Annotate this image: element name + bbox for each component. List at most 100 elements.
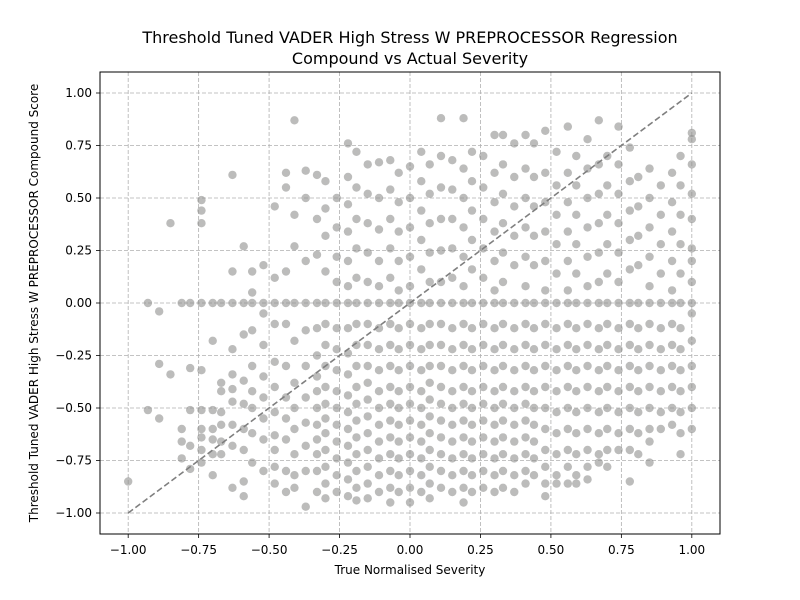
scatter-point [394, 487, 403, 497]
scatter-point [687, 424, 697, 434]
scatter-point [467, 471, 477, 480]
scatter-point [216, 387, 226, 396]
scatter-point [614, 429, 623, 438]
scatter-point [290, 336, 299, 345]
scatter-point [216, 298, 226, 308]
scatter-point [625, 298, 635, 308]
scatter-point [563, 256, 573, 266]
scatter-point [301, 298, 310, 308]
scatter-point [321, 462, 330, 471]
scatter-point [436, 246, 446, 255]
scatter-point [583, 164, 592, 173]
scatter-point [510, 231, 519, 240]
scatter-point [363, 445, 372, 455]
scatter-point [479, 273, 488, 282]
scatter-point [386, 483, 395, 492]
scatter-point [614, 160, 623, 169]
scatter-point [552, 450, 561, 459]
scatter-point [676, 324, 685, 333]
scatter-point [290, 424, 299, 434]
scatter-point [467, 437, 477, 446]
scatter-point [417, 147, 426, 156]
scatter-point [425, 298, 434, 308]
scatter-point [405, 433, 415, 442]
scatter-point [394, 471, 403, 480]
scatter-point [363, 160, 372, 169]
scatter-point [332, 471, 341, 480]
scatter-point [490, 403, 499, 413]
scatter-point [312, 214, 322, 224]
scatter-point [363, 340, 372, 350]
scatter-point [467, 420, 477, 429]
scatter-point [490, 198, 499, 207]
scatter-point [321, 319, 330, 329]
scatter-point [479, 319, 488, 329]
scatter-point [490, 454, 499, 463]
scatter-point [498, 382, 508, 392]
scatter-point [374, 487, 384, 497]
scatter-point [417, 387, 426, 396]
scatter-point [552, 479, 561, 488]
scatter-point [552, 345, 561, 354]
scatter-point [270, 202, 279, 211]
scatter-point [563, 286, 573, 295]
scatter-point [177, 424, 186, 434]
scatter-point [405, 223, 415, 232]
scatter-point [436, 466, 446, 476]
scatter-point [352, 450, 361, 459]
scatter-point [667, 168, 677, 177]
scatter-point [228, 170, 237, 180]
scatter-point [572, 345, 581, 354]
scatter-point [352, 382, 361, 392]
scatter-point [405, 319, 415, 329]
scatter-point [394, 324, 403, 333]
scatter-point [405, 361, 415, 371]
scatter-point [541, 361, 550, 371]
scatter-point [563, 198, 573, 207]
x-tick-label: 0.75 [608, 543, 635, 557]
scatter-point [552, 298, 561, 308]
scatter-point [386, 466, 395, 476]
scatter-point [405, 399, 415, 408]
scatter-point [363, 412, 372, 421]
scatter-point [594, 116, 604, 125]
scatter-point [343, 282, 353, 291]
scatter-point [425, 494, 434, 503]
scatter-point [479, 399, 488, 408]
scatter-point [529, 324, 539, 333]
scatter-point [521, 340, 530, 350]
scatter-point [479, 214, 488, 224]
scatter-point [332, 223, 341, 232]
scatter-point [436, 183, 446, 192]
scatter-point [634, 387, 643, 396]
scatter-point [270, 298, 279, 308]
scatter-point [343, 298, 353, 308]
scatter-point [479, 361, 488, 371]
scatter-point [352, 496, 361, 505]
scatter-point [645, 223, 654, 232]
scatter-point [394, 256, 403, 266]
scatter-point [521, 479, 530, 488]
scatter-point [645, 298, 654, 308]
scatter-point [594, 324, 604, 333]
scatter-point [459, 466, 468, 476]
scatter-point [521, 361, 530, 371]
scatter-point [594, 345, 604, 354]
scatter-point [436, 298, 446, 308]
scatter-point [510, 324, 519, 333]
scatter-point [625, 361, 635, 371]
scatter-point [197, 458, 206, 467]
scatter-point [459, 433, 468, 442]
y-tick-label: −0.50 [55, 401, 92, 415]
scatter-point [552, 324, 561, 333]
scatter-point [425, 378, 434, 387]
scatter-point [634, 261, 643, 270]
scatter-point [603, 382, 612, 392]
scatter-point [448, 387, 457, 396]
scatter-point [614, 189, 623, 198]
scatter-point [394, 345, 403, 354]
scatter-point [541, 168, 550, 177]
scatter-point [405, 498, 415, 507]
scatter-point [667, 382, 677, 392]
scatter-point [490, 324, 499, 333]
